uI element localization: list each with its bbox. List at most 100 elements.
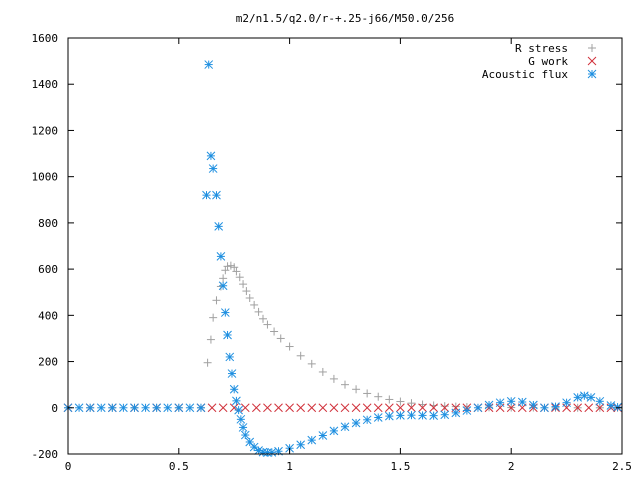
data-point <box>250 300 259 309</box>
data-point <box>318 431 328 440</box>
data-point <box>223 262 232 271</box>
y-tick-label: 800 <box>38 217 58 230</box>
data-point <box>221 266 230 275</box>
data-point <box>396 397 405 406</box>
data-point <box>307 403 317 413</box>
data-point <box>440 402 449 411</box>
legend-label: G work <box>528 55 568 68</box>
data-point <box>74 403 84 413</box>
data-point <box>407 399 416 408</box>
data-point <box>274 403 283 413</box>
data-point <box>208 164 218 173</box>
y-tick-label: 200 <box>38 356 58 369</box>
data-point <box>238 423 248 432</box>
data-point <box>529 400 538 410</box>
data-point <box>206 335 215 344</box>
data-point <box>407 410 416 420</box>
data-point <box>418 403 427 413</box>
data-point <box>216 252 226 261</box>
data-point <box>374 392 383 401</box>
data-point <box>579 391 589 401</box>
data-point <box>329 374 338 383</box>
x-tick-label: 0 <box>65 460 72 473</box>
data-point <box>351 418 361 428</box>
data-point <box>254 307 263 316</box>
data-point <box>230 263 239 272</box>
data-point <box>352 385 361 394</box>
data-point <box>119 403 128 413</box>
data-point <box>373 413 383 422</box>
data-point <box>540 403 549 413</box>
data-point <box>396 411 405 420</box>
data-point <box>152 403 161 413</box>
data-point <box>384 411 394 421</box>
legend-marker <box>587 69 597 79</box>
data-point <box>276 334 285 343</box>
y-tick-label: 1600 <box>32 32 59 45</box>
data-point <box>396 403 405 413</box>
data-point <box>130 403 139 413</box>
data-point <box>245 294 254 302</box>
data-point <box>141 403 150 413</box>
y-tick-label: -200 <box>32 448 59 461</box>
data-point <box>249 442 259 452</box>
legend-marker <box>587 56 597 66</box>
data-point <box>242 287 251 296</box>
chart-title: m2/n1.5/q2.0/r-+.25-j66/M50.0/256 <box>236 12 455 25</box>
data-point <box>206 151 216 161</box>
data-point <box>613 402 622 412</box>
data-point <box>220 308 230 317</box>
data-point <box>223 330 232 340</box>
data-point <box>573 403 583 413</box>
data-point <box>235 273 244 282</box>
data-point <box>196 403 206 413</box>
y-tick-label: 1200 <box>32 124 59 137</box>
data-point <box>212 296 221 305</box>
data-point <box>227 369 237 378</box>
data-point <box>232 396 241 406</box>
data-point <box>340 403 350 413</box>
y-tick-label: 1000 <box>32 171 59 184</box>
data-point <box>85 403 95 413</box>
data-point <box>218 403 228 413</box>
data-point <box>296 351 305 360</box>
data-point <box>440 410 450 420</box>
data-point <box>207 403 217 413</box>
data-point <box>214 222 224 231</box>
data-point <box>234 405 243 415</box>
data-point <box>318 403 328 413</box>
data-point <box>296 403 306 413</box>
y-tick-label: 400 <box>38 309 58 322</box>
data-point <box>226 261 235 270</box>
data-point <box>429 403 438 413</box>
data-point <box>218 281 228 291</box>
legend-label: R stress <box>515 42 568 55</box>
data-point <box>351 403 361 413</box>
data-point <box>209 313 218 322</box>
data-point <box>385 395 394 404</box>
data-point <box>285 342 294 351</box>
data-point <box>551 402 560 411</box>
data-point <box>219 274 228 283</box>
data-point <box>285 403 294 413</box>
legend-marker <box>588 44 596 52</box>
data-point <box>318 367 327 376</box>
series-r-stress <box>64 261 622 412</box>
data-point <box>259 314 268 323</box>
data-point <box>473 403 483 413</box>
x-tick-label: 1.5 <box>390 460 410 473</box>
plot-frame <box>67 37 623 455</box>
data-point <box>584 403 594 413</box>
data-point <box>232 267 241 276</box>
data-point <box>506 396 516 406</box>
data-point <box>202 190 211 200</box>
data-point <box>362 403 372 413</box>
data-point <box>204 60 214 69</box>
data-point <box>212 190 221 200</box>
data-point <box>363 389 372 398</box>
data-point <box>407 403 416 413</box>
axes: 0 0.5 1 1.5 2 2.5 -200 0 200 400 600 800 1000 1200 140… <box>32 32 632 473</box>
data-point <box>373 403 383 413</box>
x-tick-label: 0.5 <box>169 460 189 473</box>
